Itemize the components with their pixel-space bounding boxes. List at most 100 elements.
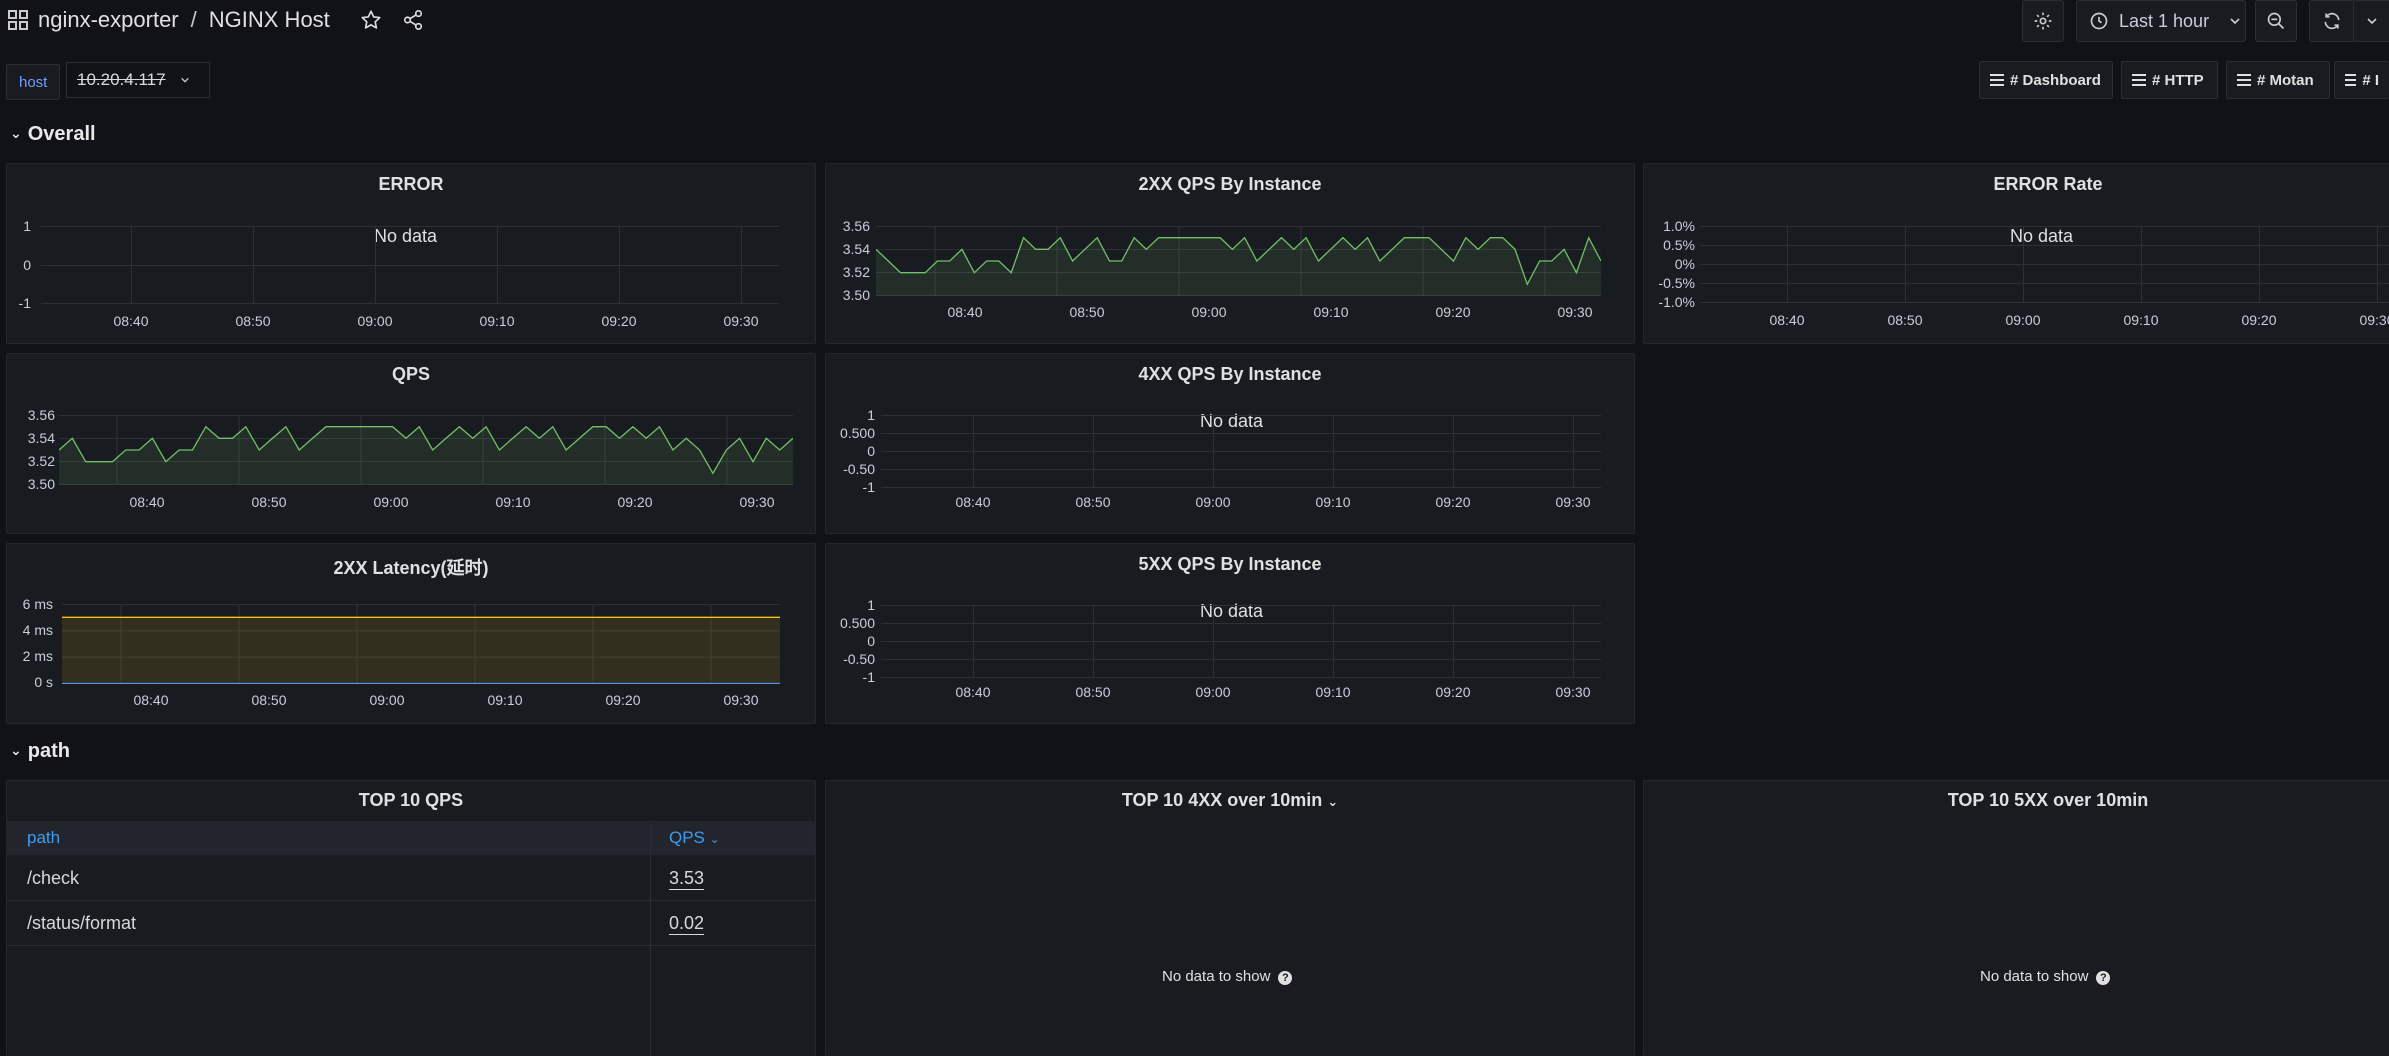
x-tick: 09:10 bbox=[1315, 494, 1351, 510]
x-tick: 09:10 bbox=[479, 313, 515, 329]
panel-title[interactable]: TOP 10 QPS bbox=[358, 790, 464, 810]
no-data-to-show: No data to show? bbox=[1162, 968, 1293, 985]
x-tick: 08:40 bbox=[133, 692, 169, 708]
x-tick: 09:30 bbox=[2359, 312, 2389, 328]
y-tick: 1 bbox=[23, 218, 31, 234]
refresh-icon bbox=[2324, 12, 2340, 30]
x-tick: 08:40 bbox=[947, 304, 983, 320]
y-tick: 0% bbox=[1674, 256, 1695, 272]
series-area bbox=[62, 617, 780, 684]
cell-qps[interactable]: 3.53 bbox=[669, 868, 705, 890]
row-path[interactable]: ⌄ path bbox=[10, 740, 70, 762]
y-tick: -1 bbox=[862, 669, 875, 685]
table-row[interactable]: /status/format 0.02 bbox=[7, 901, 815, 946]
cell-qps[interactable]: 0.02 bbox=[669, 913, 705, 935]
refresh-interval-dropdown[interactable] bbox=[2353, 0, 2389, 42]
panel-title[interactable]: 5XX QPS By Instance bbox=[1138, 554, 1322, 574]
y-tick: 0.500 bbox=[839, 615, 875, 631]
y-tick: 0 bbox=[867, 633, 875, 649]
x-tick: 08:40 bbox=[113, 313, 149, 329]
panel-2xx-qps: 2XX QPS By Instance 3.56 3.54 3.52 3.50 … bbox=[825, 163, 1635, 344]
refresh-button[interactable] bbox=[2309, 0, 2355, 42]
link-http[interactable]: # HTTP bbox=[2121, 61, 2218, 99]
y-tick: 0.500 bbox=[839, 425, 875, 441]
apps-grid-icon[interactable] bbox=[8, 10, 28, 30]
panel-title[interactable]: TOP 10 5XX over 10min bbox=[1947, 790, 2149, 810]
help-icon[interactable]: ? bbox=[2096, 971, 2111, 985]
link-more[interactable]: # I bbox=[2334, 61, 2389, 99]
x-tick: 09:30 bbox=[723, 313, 759, 329]
chevron-down-icon: ⌄ bbox=[10, 742, 22, 758]
y-tick: 0 bbox=[23, 257, 31, 273]
zoom-out-button[interactable] bbox=[2255, 0, 2297, 42]
y-tick: 0 s bbox=[34, 674, 53, 690]
x-tick: 09:30 bbox=[1555, 494, 1591, 510]
panel-4xx-qps: 4XX QPS By Instance No data 1 0.500 0 -0… bbox=[825, 353, 1635, 534]
panel-2xx-latency: 2XX Latency(延时) 6 ms 4 ms 2 ms 0 s 08:40… bbox=[6, 543, 816, 724]
series-line bbox=[59, 425, 793, 475]
link-dashboard[interactable]: # Dashboard bbox=[1979, 61, 2113, 99]
panel-top10-4xx: TOP 10 4XX over 10min ⌄ No data to show? bbox=[825, 780, 1635, 1056]
x-tick: 09:20 bbox=[617, 494, 653, 510]
x-tick: 09:20 bbox=[605, 692, 641, 708]
x-tick: 09:20 bbox=[1435, 494, 1471, 510]
host-variable-select[interactable]: 10.20.4.117 bbox=[66, 62, 210, 98]
x-tick: 09:30 bbox=[739, 494, 775, 510]
y-tick: 2 ms bbox=[22, 648, 53, 664]
series-area bbox=[59, 426, 793, 485]
chevron-down-icon bbox=[180, 77, 189, 83]
dashboard-settings-button[interactable] bbox=[2022, 0, 2064, 42]
table-header: path QPS ⌄ bbox=[7, 821, 815, 855]
panel-error: ERROR No data 1 0 -1 08:40 08:50 09:00 0… bbox=[6, 163, 816, 344]
column-header-qps[interactable]: QPS ⌄ bbox=[669, 828, 720, 847]
x-tick: 08:50 bbox=[1069, 304, 1105, 320]
y-tick: 1 bbox=[867, 407, 875, 423]
x-tick: 09:30 bbox=[1555, 684, 1591, 700]
x-tick: 08:40 bbox=[129, 494, 165, 510]
x-tick: 08:50 bbox=[235, 313, 271, 329]
panel-title[interactable]: 2XX QPS By Instance bbox=[1138, 174, 1322, 194]
x-tick: 09:00 bbox=[357, 313, 393, 329]
no-data-label: No data bbox=[1200, 601, 1264, 621]
star-icon[interactable] bbox=[360, 9, 382, 31]
x-tick: 09:00 bbox=[1191, 304, 1227, 320]
y-tick: 3.56 bbox=[842, 218, 870, 234]
y-tick: 3.56 bbox=[27, 407, 55, 423]
series-line bbox=[876, 236, 1601, 286]
y-tick: -1.0% bbox=[1658, 294, 1695, 310]
chart-2xx-qps[interactable] bbox=[876, 226, 1601, 296]
row-overall[interactable]: ⌄ Overall bbox=[10, 123, 96, 145]
share-icon[interactable] bbox=[402, 9, 424, 31]
link-motan[interactable]: # Motan bbox=[2226, 61, 2330, 99]
panel-title[interactable]: QPS bbox=[391, 364, 430, 384]
y-tick: 3.54 bbox=[27, 430, 55, 446]
x-tick: 08:50 bbox=[251, 692, 287, 708]
host-variable-value: 10.20.4.117 bbox=[77, 70, 166, 89]
x-tick: 08:50 bbox=[1887, 312, 1923, 328]
panel-error-rate: ERROR Rate No data 1.0% 0.5% 0% -0.5% -1… bbox=[1643, 163, 2389, 344]
no-data-label: No data bbox=[2010, 226, 2074, 246]
panel-title[interactable]: ERROR bbox=[378, 174, 444, 194]
panel-title[interactable]: ERROR Rate bbox=[1993, 174, 2103, 194]
table-row[interactable]: /check 3.53 bbox=[7, 856, 815, 901]
help-icon[interactable]: ? bbox=[1278, 971, 1293, 985]
chart-2xx-latency[interactable] bbox=[62, 604, 780, 684]
dashboard-title[interactable]: NGINX Host bbox=[208, 7, 330, 32]
panel-title[interactable]: 2XX Latency(延时) bbox=[333, 558, 489, 578]
panel-title[interactable]: 4XX QPS By Instance bbox=[1138, 364, 1322, 384]
gear-icon bbox=[2034, 12, 2052, 30]
no-data-to-show: No data to show? bbox=[1980, 968, 2111, 985]
column-header-path[interactable]: path bbox=[27, 828, 61, 847]
time-range-picker[interactable]: Last 1 hour bbox=[2076, 0, 2246, 42]
sort-desc-icon: ⌄ bbox=[709, 832, 720, 846]
chevron-down-icon: ⌄ bbox=[10, 125, 22, 141]
panel-title[interactable]: TOP 10 4XX over 10min ⌄ bbox=[1121, 790, 1339, 810]
x-tick: 09:00 bbox=[1195, 684, 1231, 700]
y-tick: 3.50 bbox=[842, 287, 870, 303]
y-tick: 3.52 bbox=[27, 453, 55, 469]
chart-qps[interactable] bbox=[59, 415, 793, 485]
menu-icon bbox=[2237, 71, 2251, 89]
y-tick: 0.5% bbox=[1663, 237, 1695, 253]
x-tick: 09:10 bbox=[1315, 684, 1351, 700]
breadcrumb-folder[interactable]: nginx-exporter bbox=[38, 7, 179, 32]
